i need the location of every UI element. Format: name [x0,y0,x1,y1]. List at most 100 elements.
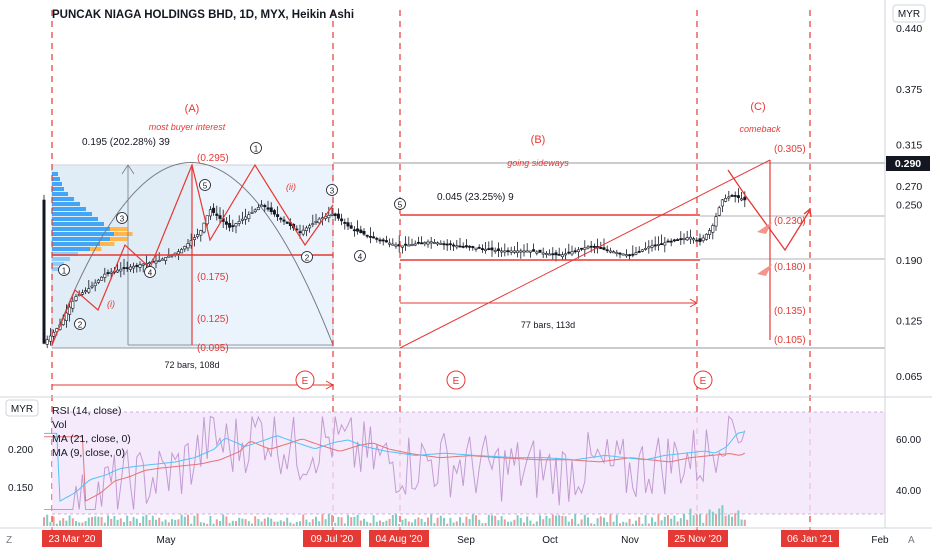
volume-bar [523,522,525,526]
candle-body [554,252,558,256]
volume-bar [91,516,93,526]
candle-body [71,300,75,309]
volume-bar [660,520,663,526]
volume-bar [593,523,596,526]
candle-body [496,248,500,251]
candle-body [365,234,369,237]
candle-body [605,249,609,252]
volume-bar [260,521,263,526]
volume-bar [107,515,109,526]
volume-bar [686,519,689,526]
candle-body [205,215,209,225]
wave-circle [354,250,366,262]
volume-bar [187,514,189,526]
level-label-295: (0.295) [197,153,229,164]
volume-profile [52,172,133,271]
candle-body [282,219,286,222]
time-label-may: May [157,535,176,546]
trend-line [399,159,771,349]
last-price-badge-bg [886,156,930,171]
level-label-305: (0.305) [774,144,806,155]
volume-bar [644,515,647,526]
volume-bar [699,513,701,526]
candle-body [167,255,171,258]
volume-profile-bar [52,267,60,271]
candle-body [714,216,718,227]
candle-body [119,268,123,272]
indicator-currency[interactable]: MYR [11,404,33,415]
candle-body [349,225,353,229]
volume-bar [606,522,609,526]
volume-bar [507,521,509,526]
volume-bar [574,514,577,526]
wave-circle [74,318,86,330]
volume-bar [113,516,116,526]
wave-circle [250,142,262,154]
left-tick-150: 0.150 [8,483,33,494]
volume-bar [241,518,244,526]
candle-body [279,217,283,220]
candle-body [692,238,696,241]
wave-circle-labels: 1 2 3 4 5 1 2 3 4 5 [58,142,406,330]
candle-body [301,229,305,235]
candle-body [45,339,49,345]
candle-body [445,243,449,246]
volume-bar [49,522,52,526]
volume-bar [721,505,724,526]
candle-body [176,251,180,255]
volume-bar [436,517,439,526]
volume-bar [734,513,737,526]
volume-bar [299,521,301,526]
volume-bar [513,519,516,526]
candle-body [580,247,584,250]
candle-body [253,209,257,212]
candle-body [263,205,267,208]
candle-body [647,246,651,249]
volume-bar [702,522,705,526]
candle-body [634,252,638,255]
corner-left[interactable]: Z [6,535,12,546]
candle-body [532,249,536,252]
volume-bar [331,514,333,526]
time-label-feb: Feb [871,535,889,546]
candle-body [576,249,580,253]
svg-text:E: E [302,376,309,387]
candle-body [644,247,648,250]
volume-profile-bar [52,252,78,256]
candle-body [432,242,436,244]
candle-body [557,253,561,256]
volume-bar [155,519,157,526]
volume-profile-bar [52,187,64,191]
volume-bar [126,515,129,526]
measure-zone-left-inner [52,165,192,348]
volume-bar [471,514,474,526]
volume-bar [420,518,423,526]
volume-bar [414,519,417,526]
candle-body [512,250,516,253]
candle-body [743,196,747,201]
candle-body [250,212,254,214]
corner-right[interactable]: A [908,535,915,546]
volume-bar [516,515,519,526]
price-tick: 0.125 [896,315,922,327]
candle-body [135,265,139,267]
candle-body [362,231,366,235]
wave-circle [326,184,338,196]
candle-body [589,245,593,248]
volume-bar [334,522,337,526]
legend-ma9: MA (9, close, 0) [52,447,125,459]
candle-body [234,223,238,227]
measure-left-text: 0.195 (202.28%) 39 [82,137,170,148]
event-markers[interactable]: E E E [295,370,713,390]
volume-bar [161,521,164,526]
currency-badge[interactable]: MYR [898,9,920,20]
volume-bar [132,516,135,526]
volume-bar [638,517,641,526]
candle-body [125,267,129,270]
volume-bar [244,519,247,526]
volume-bar [68,515,71,526]
volume-bar [679,518,682,526]
measure-arrow-head [121,164,135,175]
volume-bar [177,519,180,526]
